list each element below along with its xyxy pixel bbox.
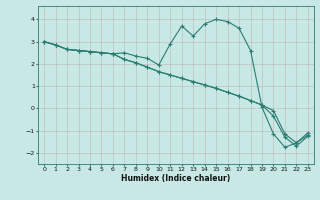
X-axis label: Humidex (Indice chaleur): Humidex (Indice chaleur) <box>121 174 231 183</box>
